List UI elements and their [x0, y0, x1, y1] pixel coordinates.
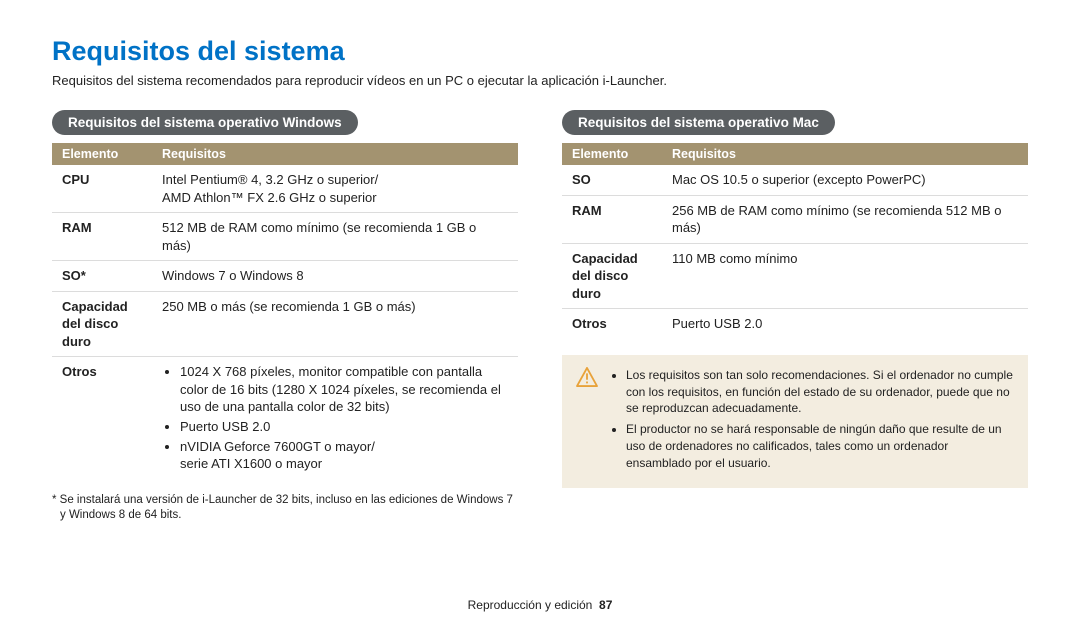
windows-table: Elemento Requisitos CPU Intel Pentium® 4… [52, 143, 518, 481]
footer-section: Reproducción y edición [468, 598, 593, 612]
cell-value: Mac OS 10.5 o superior (excepto PowerPC) [662, 165, 1028, 195]
cell-value: 256 MB de RAM como mínimo (se recomienda… [662, 195, 1028, 243]
cell-value: Windows 7 o Windows 8 [152, 261, 518, 292]
table-row: Otros 1024 X 768 píxeles, monitor compat… [52, 357, 518, 481]
table-row: CPU Intel Pentium® 4, 3.2 GHz o superior… [52, 165, 518, 213]
cell-label: RAM [562, 195, 662, 243]
cell-value: Puerto USB 2.0 [662, 309, 1028, 339]
page-footer: Reproducción y edición 87 [0, 598, 1080, 612]
cell-value: 250 MB o más (se recomienda 1 GB o más) [152, 291, 518, 357]
page-subtitle: Requisitos del sistema recomendados para… [52, 73, 1028, 88]
table-header-requisitos: Requisitos [152, 143, 518, 165]
table-header-element: Elemento [562, 143, 662, 165]
warning-item: El productor no se hará responsable de n… [626, 421, 1014, 471]
table-row: SO Mac OS 10.5 o superior (excepto Power… [562, 165, 1028, 195]
mac-heading-pill: Requisitos del sistema operativo Mac [562, 110, 835, 135]
table-row: RAM 512 MB de RAM como mínimo (se recomi… [52, 213, 518, 261]
page-title: Requisitos del sistema [52, 36, 1028, 67]
cell-value: Intel Pentium® 4, 3.2 GHz o superior/ AM… [152, 165, 518, 213]
cell-label: SO [562, 165, 662, 195]
windows-section: Requisitos del sistema operativo Windows… [52, 110, 518, 524]
list-item: Puerto USB 2.0 [180, 418, 508, 436]
cell-label: Capacidad del disco duro [52, 291, 152, 357]
warning-icon [576, 367, 598, 387]
table-row: Otros Puerto USB 2.0 [562, 309, 1028, 339]
cell-value: 512 MB de RAM como mínimo (se recomienda… [152, 213, 518, 261]
footer-page-number: 87 [599, 598, 612, 612]
list-item: nVIDIA Geforce 7600GT o mayor/ serie ATI… [180, 438, 508, 473]
table-row: RAM 256 MB de RAM como mínimo (se recomi… [562, 195, 1028, 243]
table-header-element: Elemento [52, 143, 152, 165]
mac-section: Requisitos del sistema operativo Mac Ele… [562, 110, 1028, 524]
table-row: Capacidad del disco duro 250 MB o más (s… [52, 291, 518, 357]
warning-item: Los requisitos son tan solo recomendacio… [626, 367, 1014, 417]
windows-footnote: * Se instalará una versión de i-Launcher… [52, 493, 518, 524]
cell-label: Otros [52, 357, 152, 481]
warning-box: Los requisitos son tan solo recomendacio… [562, 355, 1028, 488]
table-row: SO* Windows 7 o Windows 8 [52, 261, 518, 292]
cell-label: SO* [52, 261, 152, 292]
mac-table: Elemento Requisitos SO Mac OS 10.5 o sup… [562, 143, 1028, 339]
cell-label: Otros [562, 309, 662, 339]
list-item: 1024 X 768 píxeles, monitor compatible c… [180, 363, 508, 416]
table-row: Capacidad del disco duro 110 MB como mín… [562, 243, 1028, 309]
windows-heading-pill: Requisitos del sistema operativo Windows [52, 110, 358, 135]
cell-label: Capacidad del disco duro [562, 243, 662, 309]
table-header-requisitos: Requisitos [662, 143, 1028, 165]
cell-value: 110 MB como mínimo [662, 243, 1028, 309]
cell-value: 1024 X 768 píxeles, monitor compatible c… [152, 357, 518, 481]
cell-label: RAM [52, 213, 152, 261]
cell-label: CPU [52, 165, 152, 213]
